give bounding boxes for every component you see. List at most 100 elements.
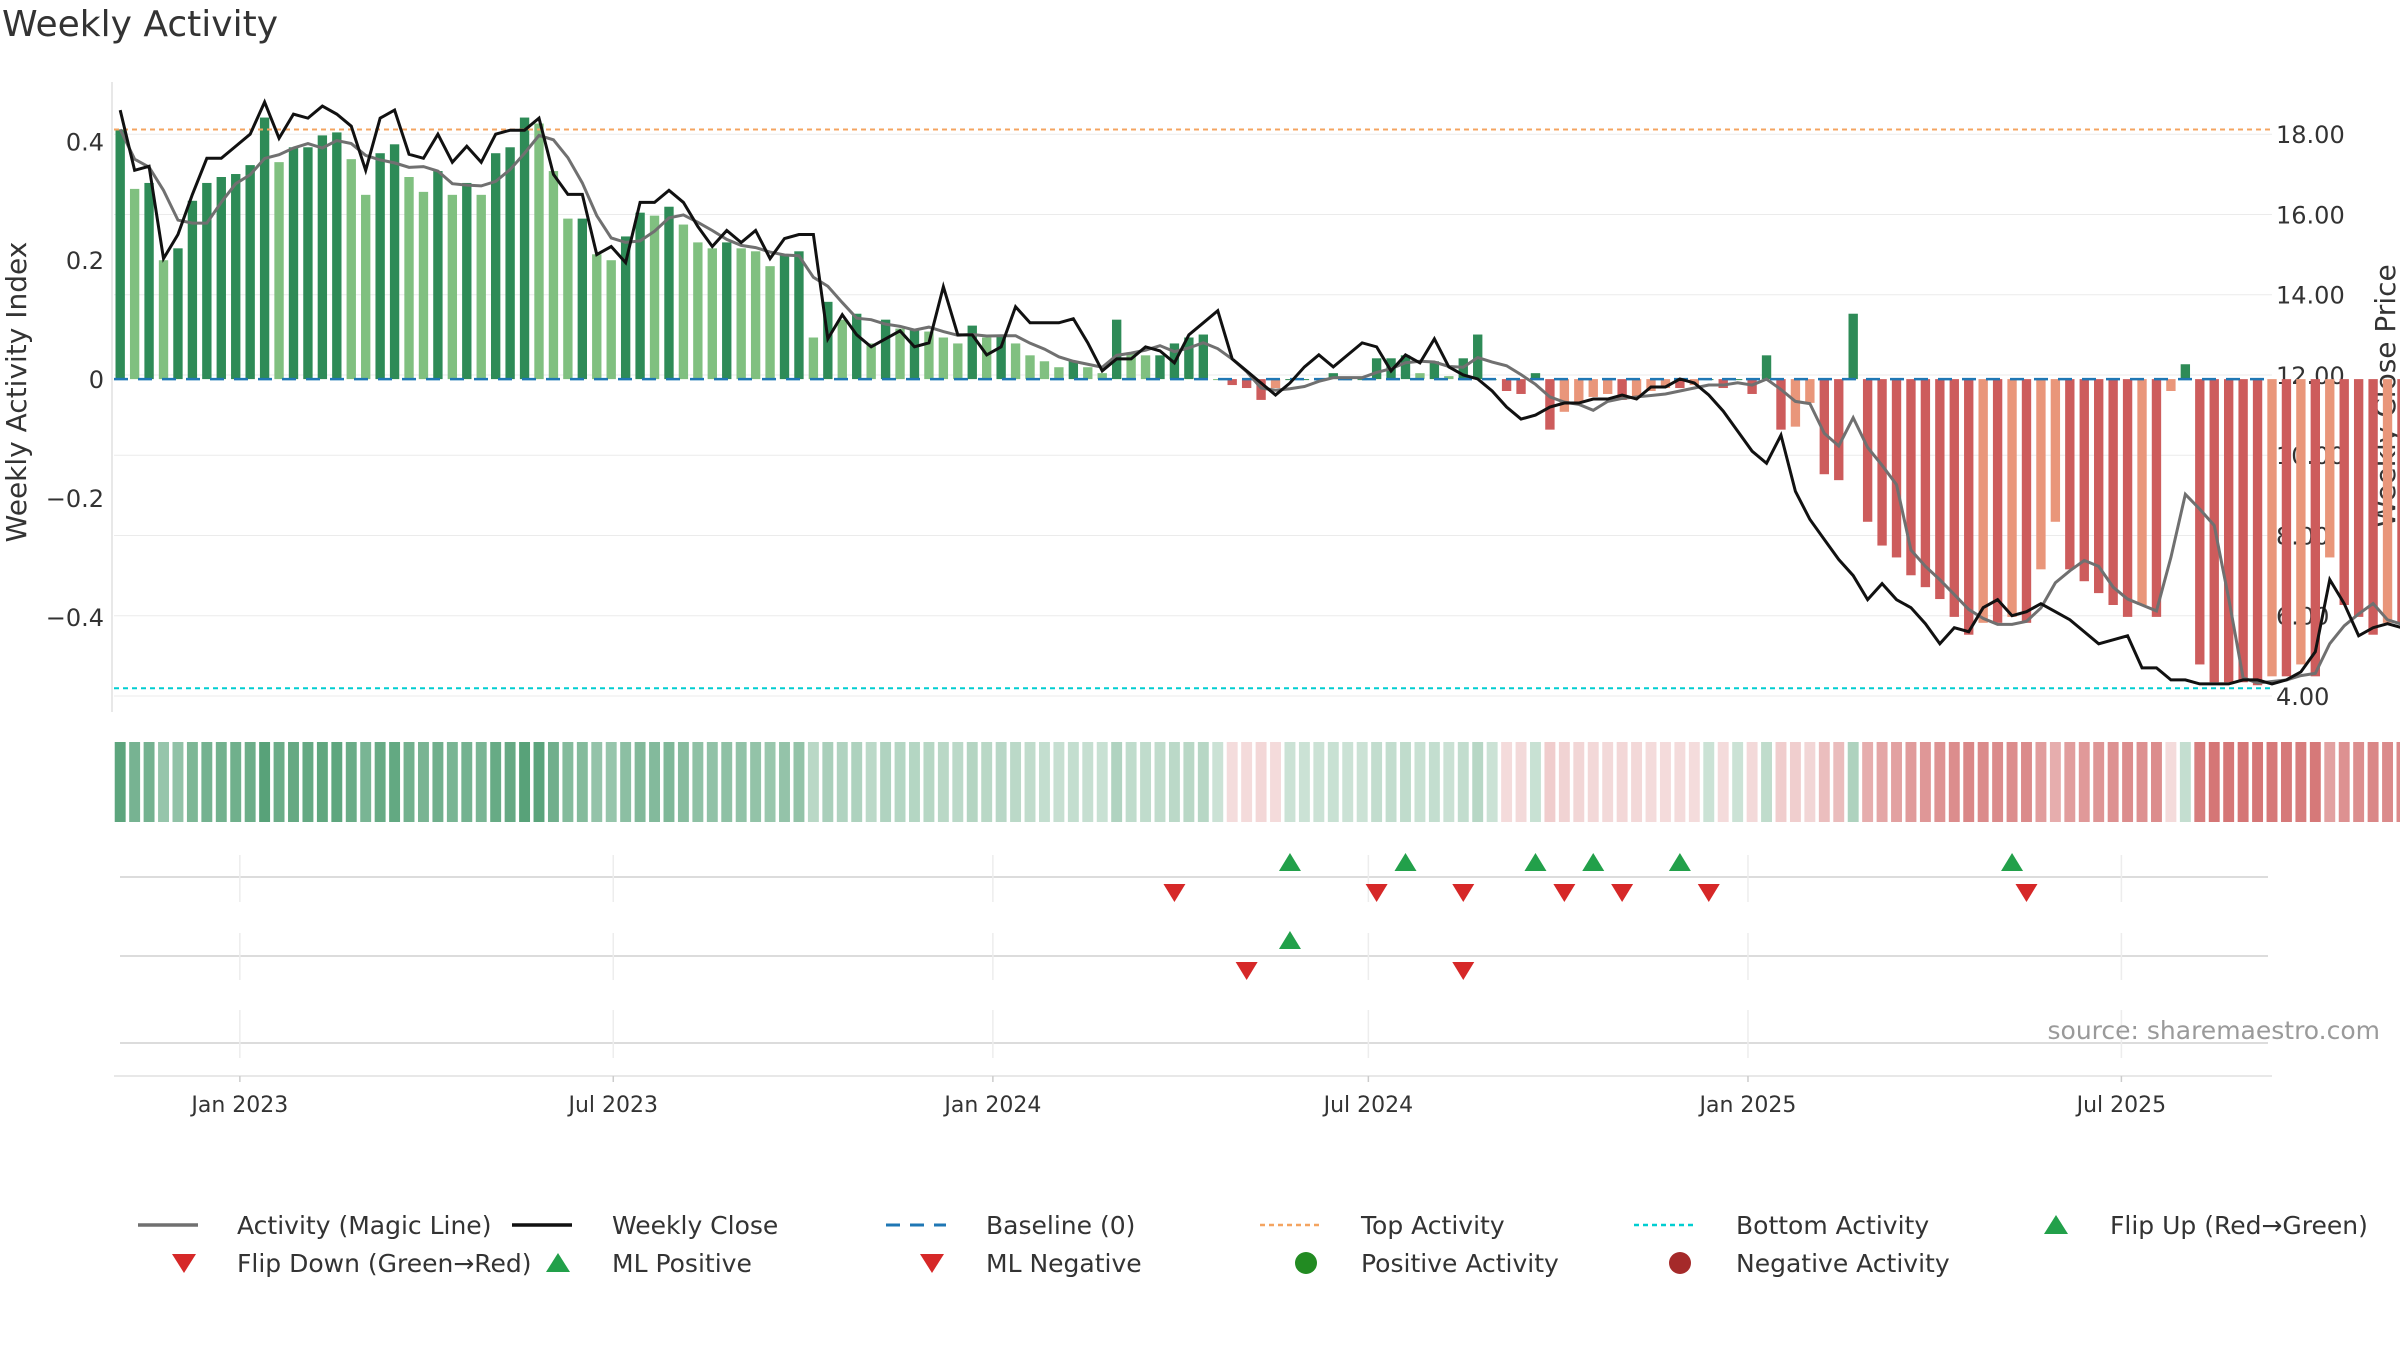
activity-bar — [1920, 379, 1931, 588]
activity-bar — [1834, 379, 1844, 481]
activity-strip-cell — [735, 742, 747, 822]
activity-bar — [1862, 379, 1873, 522]
activity-bar — [1184, 337, 1194, 380]
activity-strip-cell — [1125, 742, 1137, 822]
activity-bar — [490, 153, 501, 380]
activity-bar — [115, 129, 125, 380]
activity-bar — [2166, 379, 2176, 391]
activity-strip-cell — [1544, 742, 1556, 822]
activity-bar — [2050, 379, 2061, 522]
activity-strip-cell — [1284, 742, 1296, 822]
x-tick-label: Jan 2023 — [189, 1093, 288, 1118]
activity-bar — [187, 200, 198, 380]
activity-strip-cell — [374, 742, 386, 822]
activity-bar — [1039, 361, 1050, 380]
activity-strip-cell — [2078, 742, 2090, 822]
activity-strip-cell — [1530, 742, 1541, 822]
activity-bar — [1068, 361, 1079, 380]
right-tick-label: 4.00 — [2276, 683, 2329, 711]
activity-strip-cell — [244, 742, 256, 822]
activity-bar — [1545, 379, 1555, 430]
flip-down-marker — [1452, 884, 1475, 902]
activity-strip-cell — [1183, 742, 1195, 822]
activity-bar — [953, 343, 963, 380]
activity-strip-cell — [1010, 742, 1022, 822]
flip-up-marker — [1668, 853, 1691, 871]
activity-bar — [1241, 379, 1252, 389]
activity-strip-cell — [1472, 742, 1484, 822]
activity-bar — [2353, 379, 2364, 617]
legend-negative-activity-swatch — [1669, 1252, 1691, 1274]
activity-strip-cell — [995, 742, 1007, 822]
activity-strip-cell — [475, 742, 487, 822]
activity-bar — [1111, 319, 1122, 380]
x-tick-label: Jul 2023 — [567, 1093, 659, 1118]
activity-strip-cell — [894, 742, 906, 822]
activity-bar — [2151, 379, 2162, 617]
activity-strip-cell — [2165, 742, 2177, 822]
activity-bar — [259, 117, 270, 380]
activity-strip-cell — [851, 742, 863, 822]
activity-bar — [2267, 379, 2277, 677]
activity-bar — [1617, 379, 1627, 400]
activity-strip-cell — [1963, 742, 1975, 822]
activity-strip-cell — [1212, 742, 1224, 822]
activity-bar — [1213, 379, 1223, 381]
activity-strip-cell — [1443, 742, 1455, 822]
legend-negative-activity-label: Negative Activity — [1736, 1249, 1950, 1278]
activity-bar — [2397, 379, 2400, 623]
activity-bar — [1992, 379, 2003, 623]
activity-bar — [2094, 379, 2104, 594]
activity-bar — [418, 191, 429, 380]
activity-bar — [1675, 379, 1685, 389]
activity-strip-cell — [418, 742, 429, 822]
activity-bar — [2382, 379, 2393, 623]
activity-bar — [1732, 379, 1743, 381]
activity-strip-cell — [1327, 742, 1339, 822]
activity-bar — [1415, 373, 1425, 380]
activity-strip-cell — [1587, 742, 1599, 822]
activity-strip-cell — [750, 742, 762, 822]
activity-bar — [375, 153, 385, 380]
activity-strip-cell — [562, 742, 574, 822]
activity-bar — [2368, 379, 2378, 635]
activity-bar — [462, 182, 472, 380]
legend-ml-positive-label: ML Positive — [612, 1249, 752, 1278]
activity-strip-cell — [288, 742, 299, 822]
activity-bar — [2281, 379, 2292, 677]
activity-strip-cell — [1862, 742, 1874, 822]
legend-top-activity-label: Top Activity — [1360, 1211, 1505, 1240]
activity-strip-cell — [2237, 742, 2249, 822]
activity-strip-cell — [1919, 742, 1931, 822]
activity-bar — [2223, 379, 2234, 683]
activity-strip-cell — [2266, 742, 2278, 822]
activity-bar — [1285, 379, 1295, 381]
activity-bar — [693, 242, 703, 380]
activity-strip-cell — [504, 742, 516, 822]
activity-strip-cell — [158, 742, 169, 822]
activity-bar — [1877, 379, 1887, 546]
activity-bar — [866, 343, 876, 380]
activity-strip-cell — [2093, 742, 2105, 822]
activity-bar — [129, 188, 140, 380]
activity-bar — [1631, 379, 1642, 397]
legend-bottom-activity-label: Bottom Activity — [1736, 1211, 1929, 1240]
activity-bar — [1646, 379, 1656, 391]
activity-strip-cell — [620, 742, 632, 822]
activity-strip-cell — [2107, 742, 2119, 822]
activity-bar — [1805, 379, 1815, 403]
activity-strip-cell — [1342, 742, 1354, 822]
activity-strip-cell — [822, 742, 834, 822]
activity-strip-cell — [721, 742, 733, 822]
legend-positive-activity-label: Positive Activity — [1361, 1249, 1559, 1278]
activity-bar — [158, 260, 169, 380]
activity-strip-cell — [692, 742, 704, 822]
source-watermark: source: sharemaestro.com — [2048, 1016, 2381, 1045]
activity-bar — [216, 177, 226, 380]
activity-bar — [1299, 379, 1310, 381]
activity-bar — [779, 254, 790, 380]
activity-strip-cell — [230, 742, 242, 822]
activity-bar — [909, 328, 920, 380]
activity-bar — [1227, 379, 1237, 386]
